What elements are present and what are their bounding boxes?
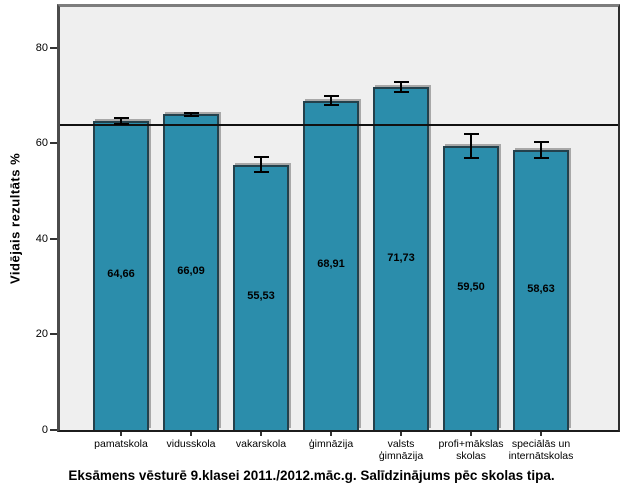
x-tick-label: valsts ģimnāzija [378, 438, 424, 462]
y-tick-label: 80 [35, 41, 48, 54]
error-bar-cap-top [113, 117, 129, 120]
error-bar-cap-bottom [393, 90, 409, 93]
bar-value-label: 71,73 [387, 251, 415, 264]
error-bar-whisker [330, 95, 332, 106]
error-bar-cap-bottom [323, 103, 339, 106]
error-bar-cap-top [463, 132, 479, 135]
bar-2 [233, 164, 289, 430]
error-bar-cap-bottom [183, 114, 199, 117]
y-axis-title: Vidējais rezultāts % [7, 152, 23, 284]
x-tick-label: speciālās un internātskolas [508, 438, 574, 462]
x-tick-label: vakarskola [235, 438, 287, 450]
error-bar-whisker [190, 111, 192, 117]
bar-1 [163, 114, 219, 430]
error-bar-cap-top [393, 81, 409, 84]
y-tick-label: 20 [35, 328, 48, 341]
bar-value-label: 68,91 [317, 258, 345, 271]
x-tick-label: profi+mākslas skolas [438, 438, 504, 462]
bar-value-label: 64,66 [107, 268, 135, 281]
error-bar-cap-bottom [463, 156, 479, 159]
y-tick-mark [50, 237, 57, 240]
error-bar-whisker [260, 155, 262, 174]
error-bar-cap-bottom [253, 171, 269, 174]
y-tick-label: 60 [35, 137, 48, 150]
bar-value-label: 55,53 [247, 290, 275, 303]
error-bar-whisker [120, 117, 122, 125]
chart-title: Eksāmens vēsturē 9.klasei 2011./2012.māc… [68, 468, 555, 483]
error-bar-whisker [540, 140, 542, 159]
plot-area: 64,66 66,09 55,53 68,91 71,73 59,50 58,63 [57, 4, 620, 432]
error-bar-cap-bottom [113, 122, 129, 125]
bar-0 [93, 120, 149, 430]
x-tick-mark [330, 432, 332, 436]
bar-value-label: 66,09 [177, 265, 205, 278]
error-bar-whisker [400, 81, 402, 93]
x-tick-mark [190, 432, 192, 436]
error-bar-cap-top [533, 140, 549, 143]
plot-inner: 64,66 66,09 55,53 68,91 71,73 59,50 58,63 [60, 7, 618, 430]
x-tick-label: vidusskola [166, 438, 216, 450]
x-tick-label: ģimnāzija [308, 438, 354, 450]
y-tick-mark [50, 333, 57, 336]
bar-value-label: 58,63 [527, 282, 555, 295]
reference-line [60, 124, 618, 127]
bar-4 [373, 87, 429, 430]
x-tick-mark [120, 432, 122, 436]
error-bar-whisker [470, 132, 472, 159]
y-tick-mark [50, 142, 57, 145]
x-tick-mark [400, 432, 402, 436]
bar-value-label: 59,50 [457, 280, 485, 293]
error-bar-cap-top [183, 111, 199, 114]
x-tick-mark [470, 432, 472, 436]
x-tick-mark [260, 432, 262, 436]
bar-3 [303, 100, 359, 430]
x-tick-label: pamatskola [94, 438, 148, 450]
y-tick-mark [50, 429, 57, 431]
error-bar-cap-top [323, 95, 339, 98]
error-bar-cap-bottom [533, 156, 549, 159]
x-tick-mark [540, 432, 542, 436]
error-bar-cap-top [253, 155, 269, 158]
y-tick-label: 40 [35, 232, 48, 245]
bar-5 [443, 145, 499, 430]
y-tick-mark [50, 46, 57, 49]
y-tick-label: 0 [41, 424, 48, 436]
